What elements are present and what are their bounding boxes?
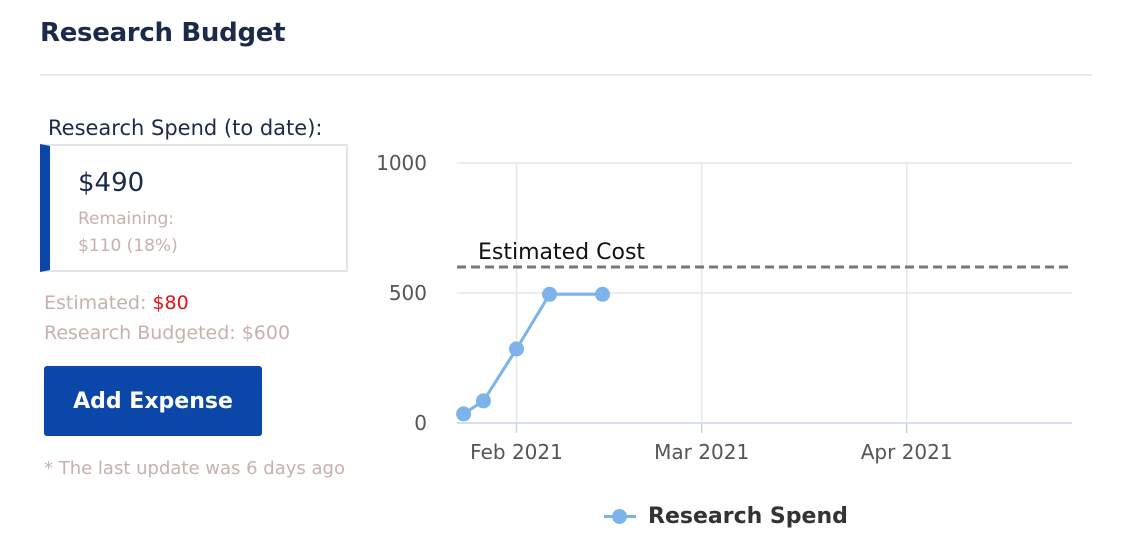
update-note: * The last update was 6 days ago bbox=[44, 458, 345, 479]
x-tick-label: Feb 2021 bbox=[470, 440, 563, 464]
axes: 0 500 1000 Feb 2021 Mar 2021 Apr 2021 bbox=[376, 151, 953, 464]
budgeted-line: Research Budgeted: $600 bbox=[44, 322, 291, 344]
header-divider bbox=[40, 74, 1092, 76]
y-tick-label: 0 bbox=[414, 411, 427, 435]
data-point bbox=[456, 406, 472, 422]
x-tick-label: Apr 2021 bbox=[861, 440, 953, 464]
add-expense-button[interactable]: Add Expense bbox=[44, 366, 262, 436]
x-tick-label: Mar 2021 bbox=[654, 440, 749, 464]
remaining-info: Remaining: $110 (18%) bbox=[78, 206, 178, 260]
series-layer bbox=[456, 286, 610, 422]
y-tick-label: 500 bbox=[389, 281, 427, 305]
reference-layer: Estimated Cost bbox=[457, 240, 1072, 269]
data-point bbox=[475, 393, 491, 409]
remaining-label: Remaining: bbox=[78, 209, 174, 229]
spend-label: Research Spend (to date): bbox=[48, 116, 323, 140]
estimated-line: Estimated: $80 bbox=[44, 292, 189, 314]
estimated-value: $80 bbox=[152, 292, 189, 314]
remaining-value: $110 (18%) bbox=[78, 236, 178, 256]
estimated-cost-label: Estimated Cost bbox=[478, 240, 645, 265]
estimated-label: Estimated: bbox=[44, 292, 153, 314]
data-point bbox=[594, 286, 610, 302]
data-point bbox=[542, 286, 558, 302]
spend-amount: $490 bbox=[78, 168, 145, 198]
chart-legend[interactable]: Research Spend bbox=[604, 500, 848, 532]
legend-label: Research Spend bbox=[648, 503, 848, 529]
page-title: Research Budget bbox=[40, 18, 286, 48]
y-tick-label: 1000 bbox=[376, 151, 427, 175]
data-point bbox=[509, 341, 525, 357]
spend-chart: 0 500 1000 Feb 2021 Mar 2021 Apr 2021 Estimat… bbox=[376, 151, 1072, 464]
legend-marker-icon bbox=[604, 508, 636, 524]
spend-card: $490 Remaining: $110 (18%) bbox=[40, 144, 348, 272]
